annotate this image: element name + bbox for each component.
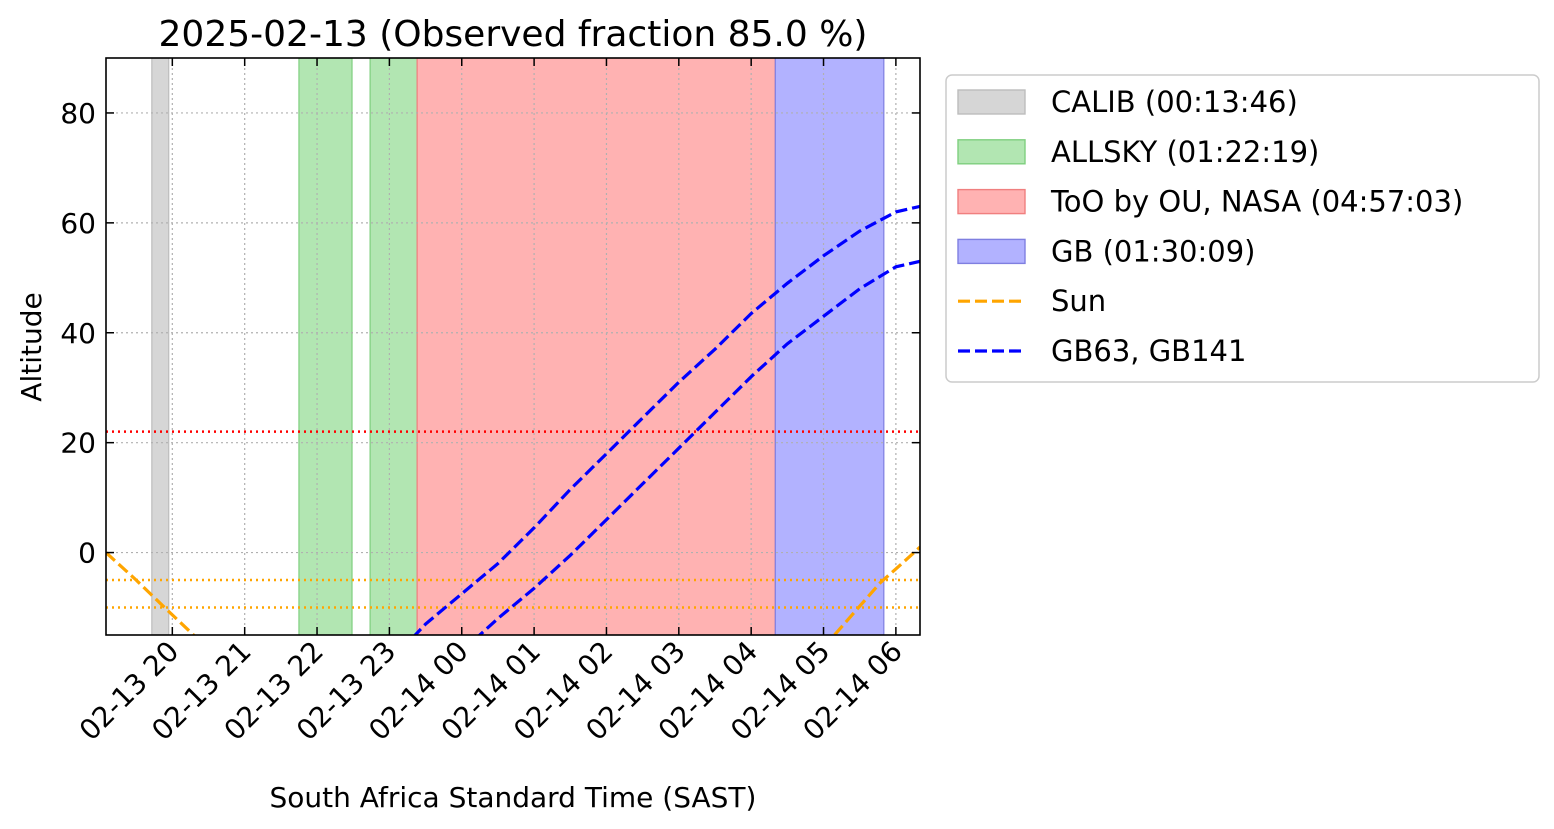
series-line-0 xyxy=(106,551,196,635)
y-tick-label-0: 0 xyxy=(78,537,96,570)
legend-label-1: ALLSKY (01:22:19) xyxy=(1051,135,1319,169)
legend-swatch-2 xyxy=(957,188,1026,215)
legend: CALIB (00:13:46) ALLSKY (01:22:19) ToO by … xyxy=(945,74,1540,383)
legend-label-2: ToO by OU, NASA (04:57:03) xyxy=(1050,185,1463,219)
span-0 xyxy=(151,58,170,635)
legend-frame xyxy=(945,74,1540,383)
legend-swatch-3 xyxy=(957,238,1026,265)
legend-label-4: Sun xyxy=(1051,284,1106,318)
legend-label-3: GB (01:30:09) xyxy=(1051,234,1255,268)
span-1 xyxy=(298,58,353,635)
y-tick-label-4: 80 xyxy=(60,97,96,130)
series-line-1 xyxy=(832,545,920,635)
series-line-3 xyxy=(477,259,920,635)
span-4 xyxy=(774,58,885,635)
grid-lines xyxy=(106,58,920,635)
y-tick-label-1: 20 xyxy=(60,427,96,460)
legend-swatch-0 xyxy=(957,89,1026,115)
observation-spans xyxy=(151,58,885,635)
legend-label-5: GB63, GB141 xyxy=(1051,334,1246,368)
plot-frame xyxy=(105,57,921,636)
y-axis-ticks: 0 20 40 60 80 xyxy=(60,97,920,570)
legend-label-0: CALIB (00:13:46) xyxy=(1051,85,1298,119)
series-line-2 xyxy=(413,204,920,635)
legend-swatch-1 xyxy=(957,139,1026,165)
altitude-series xyxy=(106,204,920,635)
span-2 xyxy=(369,58,418,635)
reference-lines xyxy=(106,430,920,609)
y-tick-label-3: 60 xyxy=(60,207,96,240)
span-3 xyxy=(416,58,776,635)
y-tick-label-2: 40 xyxy=(60,317,96,350)
x-axis-label: South Africa Standard Time (SAST) xyxy=(270,781,757,814)
y-axis-label: Altitude xyxy=(15,292,48,401)
chart-title: 2025-02-13 (Observed fraction 85.0 %) xyxy=(159,14,868,55)
